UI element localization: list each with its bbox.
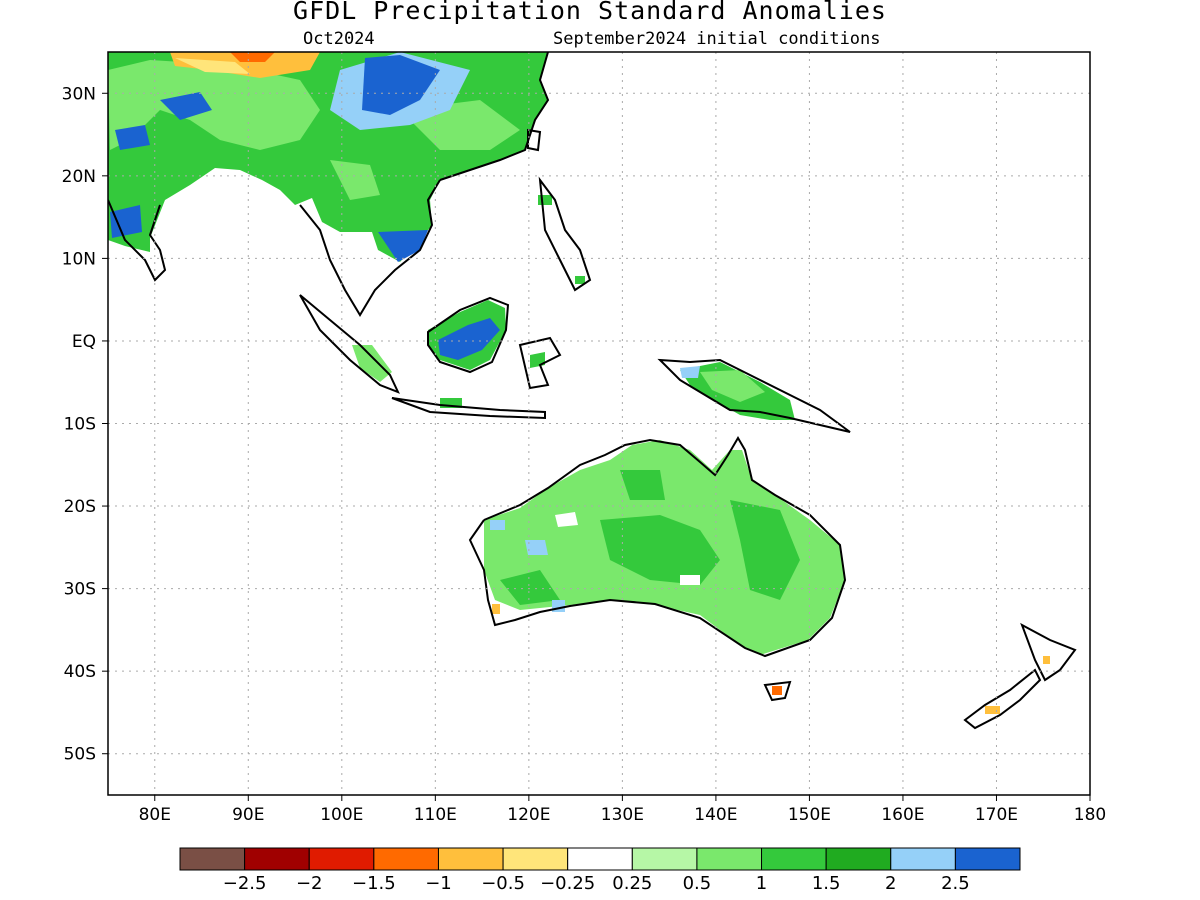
- indochina-coast: [299, 179, 441, 317]
- nz-south-coast: [963, 668, 1042, 730]
- sw-australia-dry: [492, 604, 500, 614]
- sulawesi-wet: [530, 352, 545, 368]
- longitude-tick-label: 180: [1074, 805, 1106, 825]
- longitude-tick-label: 130E: [601, 805, 644, 825]
- borneo-coast: [427, 296, 510, 374]
- latitude-tick-label: 20S: [64, 497, 96, 517]
- longitude-labels: 80E 90E 100E 110E 120E 130E 140E 150E 160E 170E 18…: [139, 795, 1106, 825]
- sulawesi-coast: [518, 336, 562, 390]
- indochina-extreme-wet: [378, 230, 428, 262]
- colorbar-tick-label: 1: [756, 873, 767, 894]
- china-coast: [439, 52, 550, 181]
- colorbar-tick-label: −2.5: [223, 873, 267, 894]
- longitude-tick-label: 120E: [507, 805, 550, 825]
- longitude-tick-label: 100E: [320, 805, 363, 825]
- colorbar-tick-label: 2: [885, 873, 896, 894]
- longitude-tick-label: 150E: [788, 805, 831, 825]
- longitude-tick-label: 110E: [414, 805, 457, 825]
- colorbar-tick-label: 0.5: [683, 873, 712, 894]
- borneo-extreme-wet: [438, 318, 500, 360]
- map-title: GFDL Precipitation Standard Anomalies: [293, 0, 887, 25]
- colorbar-labels: −2.5 −2 −1.5 −1 −0.5 −0.25 0.25 0.5 1 1.5 2 2.5: [223, 873, 970, 894]
- valid-month-label: Oct2024: [303, 29, 375, 49]
- longitude-tick-label: 140E: [694, 805, 737, 825]
- colorbar-swatch: [502, 847, 569, 871]
- colorbar-tick-label: 0.25: [612, 873, 652, 894]
- nz-north-coast: [1020, 622, 1077, 682]
- longitude-tick-label: 90E: [232, 805, 264, 825]
- colorbar-tick-label: −0.5: [481, 873, 525, 894]
- colorbar-swatch: [631, 847, 698, 871]
- colorbar-swatch: [761, 847, 827, 871]
- asia-extreme-wet-blue: [362, 55, 440, 115]
- colorbar-tick-label: −1: [425, 873, 452, 894]
- initial-conditions-label: September2024 initial conditions: [553, 29, 881, 49]
- coastlines: [108, 52, 1077, 730]
- latitude-tick-label: 10N: [62, 249, 96, 269]
- graticule: [108, 52, 1091, 795]
- colorbar-swatch: [890, 847, 956, 871]
- sumatra-coast: [299, 294, 400, 394]
- colorbar-swatch: [437, 847, 504, 871]
- colorbar-swatch: [954, 847, 1021, 871]
- colorbar-swatch: [179, 847, 246, 871]
- java-coast: [391, 397, 546, 420]
- colorbar-swatch: [308, 847, 375, 871]
- philippines-coast: [538, 176, 592, 292]
- latitude-tick-label: 30S: [64, 580, 96, 600]
- colorbar-tick-label: −0.25: [540, 873, 595, 894]
- new-guinea-coast: [657, 358, 851, 433]
- latitude-tick-label: 40S: [64, 662, 96, 682]
- colorbar-tick-label: −1.5: [352, 873, 396, 894]
- longitude-tick-label: 170E: [975, 805, 1018, 825]
- longitude-tick-label: 80E: [139, 805, 171, 825]
- colorbar: [179, 847, 1021, 871]
- colorbar-tick-label: −2: [296, 873, 323, 894]
- tibet-dry-field: [170, 52, 320, 78]
- asia-moderate-field: [108, 60, 520, 200]
- nz-dry: [985, 656, 1050, 714]
- colorbar-tick-label: 1.5: [812, 873, 841, 894]
- latitude-tick-label: 30N: [62, 84, 96, 104]
- australia-near-normal: [555, 512, 700, 585]
- taiwan-coast: [527, 128, 542, 152]
- latitude-labels: 30N 20N 10N EQ 10S 20S 30S 40S 50S: [62, 84, 108, 765]
- colorbar-swatch: [244, 847, 310, 871]
- bengal-blue: [110, 92, 212, 238]
- tibet-strong-dry: [230, 52, 275, 62]
- latitude-tick-label: EQ: [72, 332, 96, 352]
- india-coast: [108, 199, 167, 282]
- latitude-tick-label: 20N: [62, 167, 96, 187]
- sumatra-wet: [352, 345, 392, 382]
- australia-coast: [468, 436, 847, 658]
- colorbar-tick-label: 2.5: [941, 873, 970, 894]
- tasmania-coast: [763, 680, 792, 702]
- tasmania-dry: [772, 686, 782, 695]
- latitude-tick-label: 10S: [64, 415, 96, 435]
- latitude-tick-label: 50S: [64, 745, 96, 765]
- anomaly-shading: [108, 52, 1050, 714]
- australia-strong-wet: [500, 470, 800, 605]
- new-guinea-blue: [680, 366, 700, 378]
- tibet-light-dry: [175, 58, 250, 74]
- colorbar-swatch: [696, 847, 763, 871]
- philippines-wet: [538, 195, 585, 284]
- longitude-tick-label: 160E: [881, 805, 924, 825]
- colorbar-swatch: [825, 847, 892, 871]
- colorbar-swatch: [373, 847, 439, 871]
- colorbar-swatch: [567, 847, 633, 871]
- australia-blue-patch: [490, 520, 565, 612]
- new-guinea-moderate: [700, 370, 765, 402]
